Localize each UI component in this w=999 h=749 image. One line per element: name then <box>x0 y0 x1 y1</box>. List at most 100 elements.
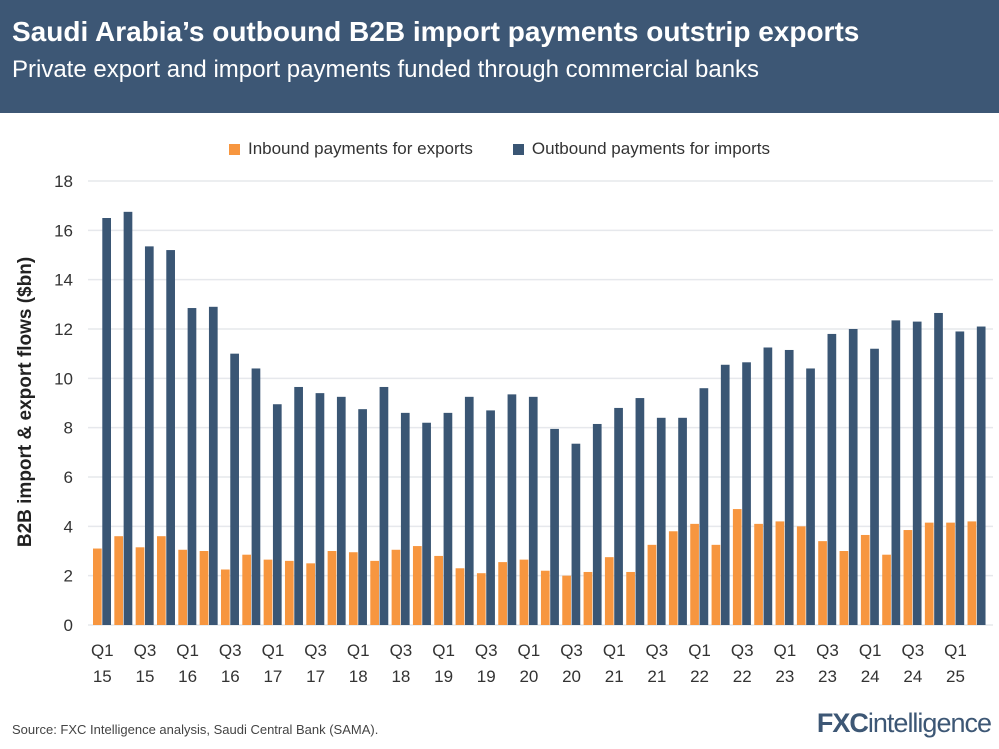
x-tick-label-year: 20 <box>562 667 581 686</box>
y-tick-label: 4 <box>64 517 73 536</box>
bar-inbound-q3-20 <box>562 575 571 625</box>
bar-outbound-q4-17 <box>336 396 346 625</box>
x-tick-label-year: 24 <box>861 667 880 686</box>
bar-inbound-q1-19 <box>434 555 443 625</box>
bar-inbound-q2-22 <box>711 544 721 625</box>
bar-outbound-q1-25 <box>955 331 965 625</box>
x-tick-label-quarter: Q3 <box>475 641 498 660</box>
bar-inbound-q2-24 <box>882 554 891 625</box>
legend: Inbound payments for exports Outbound pa… <box>0 139 999 159</box>
bar-outbound-q2-16 <box>208 306 218 625</box>
bar-outbound-q1-23 <box>784 349 794 625</box>
y-tick-label: 14 <box>54 271 73 290</box>
bar-inbound-q3-21 <box>647 544 657 625</box>
bar-outbound-q4-18 <box>422 422 431 625</box>
y-tick-label: 16 <box>54 221 73 240</box>
bar-inbound-q4-15 <box>156 536 166 625</box>
bar-outbound-q3-20 <box>571 443 581 625</box>
x-tick-label-quarter: Q1 <box>774 641 797 660</box>
bar-outbound-q4-16 <box>251 368 261 625</box>
bar-outbound-q3-21 <box>656 417 666 625</box>
x-tick-label-year: 23 <box>775 667 794 686</box>
x-tick-label-year: 23 <box>818 667 837 686</box>
bar-outbound-q3-22 <box>742 362 751 625</box>
legend-swatch-inbound <box>228 143 240 155</box>
legend-swatch-outbound <box>512 143 524 155</box>
x-tick-label-quarter: Q3 <box>134 641 157 660</box>
bar-outbound-q3-24 <box>912 321 922 625</box>
bar-inbound-q1-16 <box>178 549 188 625</box>
x-tick-label-quarter: Q3 <box>816 641 839 660</box>
x-tick-label-year: 22 <box>733 667 752 686</box>
bar-inbound-q1-24 <box>860 534 870 625</box>
bar-outbound-q2-17 <box>294 386 303 625</box>
bar-inbound-q2-15 <box>114 536 124 625</box>
legend-item-outbound: Outbound payments for imports <box>512 139 771 159</box>
x-tick-label-quarter: Q3 <box>219 641 242 660</box>
x-tick-label-quarter: Q1 <box>603 641 626 660</box>
bar-outbound-q4-23 <box>848 329 858 625</box>
x-tick-label-quarter: Q3 <box>901 641 924 660</box>
bar-inbound-q3-15 <box>135 547 145 625</box>
bar-outbound-q2-21 <box>635 398 645 625</box>
bar-inbound-q2-16 <box>199 551 209 625</box>
y-tick-label: 6 <box>64 468 73 487</box>
bar-inbound-q1-15 <box>93 548 102 625</box>
bar-outbound-q2-19 <box>464 396 474 625</box>
x-tick-label-year: 22 <box>690 667 709 686</box>
x-tick-label-quarter: Q1 <box>262 641 285 660</box>
fxc-logo: FXCintelligence <box>816 708 992 738</box>
y-tick-label: 0 <box>64 616 73 635</box>
bar-outbound-q1-20 <box>528 396 538 625</box>
y-tick-label: 10 <box>54 369 73 388</box>
bar-outbound-q1-15 <box>102 218 111 625</box>
bar-inbound-q3-24 <box>903 530 913 625</box>
bar-inbound-q2-23 <box>796 526 806 625</box>
bar-inbound-q2-20 <box>540 570 550 625</box>
x-tick-label-year: 19 <box>477 667 496 686</box>
bar-outbound-q2-15 <box>123 211 133 626</box>
x-tick-label-year: 17 <box>306 667 325 686</box>
bar-inbound-q2-21 <box>626 571 635 625</box>
bar-outbound-q1-22 <box>699 388 709 625</box>
legend-label-inbound: Inbound payments for exports <box>247 139 473 158</box>
bar-inbound-q3-16 <box>220 569 230 625</box>
bar-inbound-q4-19 <box>498 562 507 625</box>
bar-outbound-q3-16 <box>230 353 239 625</box>
x-tick-label-year: 21 <box>605 667 624 686</box>
x-tick-label-quarter: Q1 <box>518 641 541 660</box>
x-tick-label-quarter: Q3 <box>731 641 754 660</box>
x-tick-label-year: 17 <box>263 667 282 686</box>
bar-outbound-q3-19 <box>486 410 495 625</box>
x-tick-label-year: 18 <box>349 667 368 686</box>
bar-inbound-q2-17 <box>284 560 294 625</box>
bar-outbound-q3-17 <box>315 393 325 625</box>
x-tick-label-year: 16 <box>221 667 240 686</box>
bar-inbound-q1-22 <box>690 523 699 625</box>
bar-inbound-q2-18 <box>370 560 379 625</box>
header-banner: Saudi Arabia’s outbound B2B import payme… <box>0 0 999 113</box>
bar-inbound-q1-23 <box>775 521 785 625</box>
bar-inbound-q1-25 <box>946 522 955 625</box>
bar-outbound-q2-23 <box>806 368 815 625</box>
x-tick-label-year: 20 <box>519 667 538 686</box>
bar-outbound-q1-18 <box>358 409 367 625</box>
bar-inbound-q1-21 <box>604 557 614 625</box>
y-tick-label: 8 <box>64 419 73 438</box>
bar-outbound-q2-25 <box>976 326 986 625</box>
y-tick-label: 2 <box>64 567 73 586</box>
x-tick-label-quarter: Q1 <box>91 641 114 660</box>
bar-inbound-q4-17 <box>327 551 337 625</box>
x-tick-label-year: 15 <box>93 667 112 686</box>
x-tick-label-quarter: Q1 <box>688 641 711 660</box>
bar-outbound-q4-22 <box>763 347 773 625</box>
bar-inbound-q4-23 <box>839 551 849 625</box>
source-note: Source: FXC Intelligence analysis, Saudi… <box>12 722 379 737</box>
bar-inbound-q1-20 <box>519 559 529 625</box>
x-tick-label-quarter: Q1 <box>859 641 882 660</box>
x-tick-label-year: 16 <box>178 667 197 686</box>
legend-label-outbound: Outbound payments for imports <box>531 139 771 158</box>
chart-title: Saudi Arabia’s outbound B2B import payme… <box>12 16 860 47</box>
bar-outbound-q3-23 <box>827 333 837 625</box>
x-tick-label-quarter: Q3 <box>646 641 669 660</box>
